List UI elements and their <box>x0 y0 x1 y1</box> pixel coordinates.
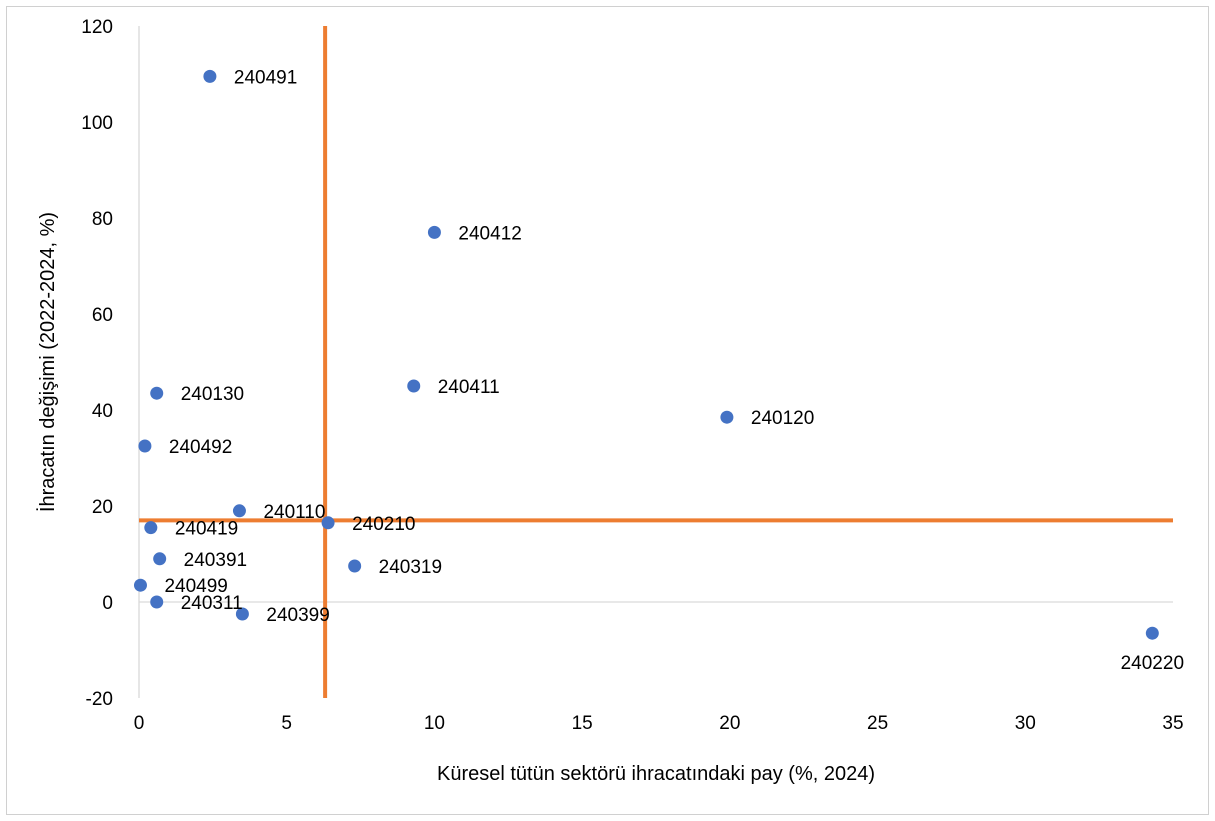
x-tick-label: 35 <box>1162 713 1183 734</box>
point-label: 240110 <box>263 502 325 523</box>
data-point <box>235 607 249 621</box>
point-label: 240399 <box>266 605 329 626</box>
point-label: 240210 <box>352 514 415 535</box>
data-point <box>427 225 441 239</box>
y-tick-label: 80 <box>92 209 113 230</box>
reference-lines <box>139 26 1173 698</box>
y-tick-label: 40 <box>92 401 113 422</box>
data-point <box>720 410 734 424</box>
point-label: 240411 <box>438 377 500 398</box>
y-axis-title: İhracatın değişimi (2022-2024, %) <box>36 212 59 512</box>
y-tick-label: 60 <box>92 305 113 326</box>
x-tick-label: 30 <box>1015 713 1036 734</box>
x-tick-label: 20 <box>719 713 740 734</box>
point-label: 240130 <box>181 384 244 405</box>
axes: -20 0 20 40 60 80 100 120 0 5 10 15 20 25 30 35 <box>81 17 1183 734</box>
point-label: 240319 <box>379 557 442 578</box>
point-label: 240412 <box>458 223 521 244</box>
data-point <box>321 516 335 530</box>
x-tick-label: 5 <box>281 713 292 734</box>
point-label: 240491 <box>234 67 297 88</box>
data-point <box>203 69 217 83</box>
x-tick-label: 10 <box>424 713 445 734</box>
point-label: 240120 <box>751 408 814 429</box>
chart-frame: -20 0 20 40 60 80 100 120 0 5 10 15 20 25 30 35 240491 2… <box>6 6 1209 815</box>
data-point <box>153 552 167 566</box>
data-point <box>232 504 246 518</box>
y-tick-label: 100 <box>81 113 113 134</box>
x-tick-label: 15 <box>572 713 593 734</box>
x-tick-label: 25 <box>867 713 888 734</box>
data-point <box>407 379 421 393</box>
data-point <box>133 578 147 592</box>
data-point <box>150 595 164 609</box>
data-point <box>144 521 158 535</box>
y-tick-label: 20 <box>92 497 113 518</box>
point-label: 240391 <box>184 550 247 571</box>
data-point <box>150 386 164 400</box>
point-label: 240419 <box>175 519 238 540</box>
y-tick-label: 0 <box>102 593 113 614</box>
point-labels: 240491 240412 240130 240411 240120 240492 2401… <box>164 67 1184 674</box>
point-label: 240499 <box>164 576 227 597</box>
y-tick-label: 120 <box>81 17 113 38</box>
data-point <box>138 439 152 453</box>
x-tick-label: 0 <box>134 713 145 734</box>
data-points <box>133 69 1159 640</box>
x-axis-title: Küresel tütün sektörü ihracatındaki pay … <box>437 763 875 785</box>
point-label: 240311 <box>181 593 243 614</box>
data-point <box>1145 626 1159 640</box>
y-tick-label: -20 <box>86 689 113 710</box>
point-label: 240220 <box>1121 653 1184 674</box>
point-label: 240492 <box>169 437 232 458</box>
data-point <box>348 559 362 573</box>
